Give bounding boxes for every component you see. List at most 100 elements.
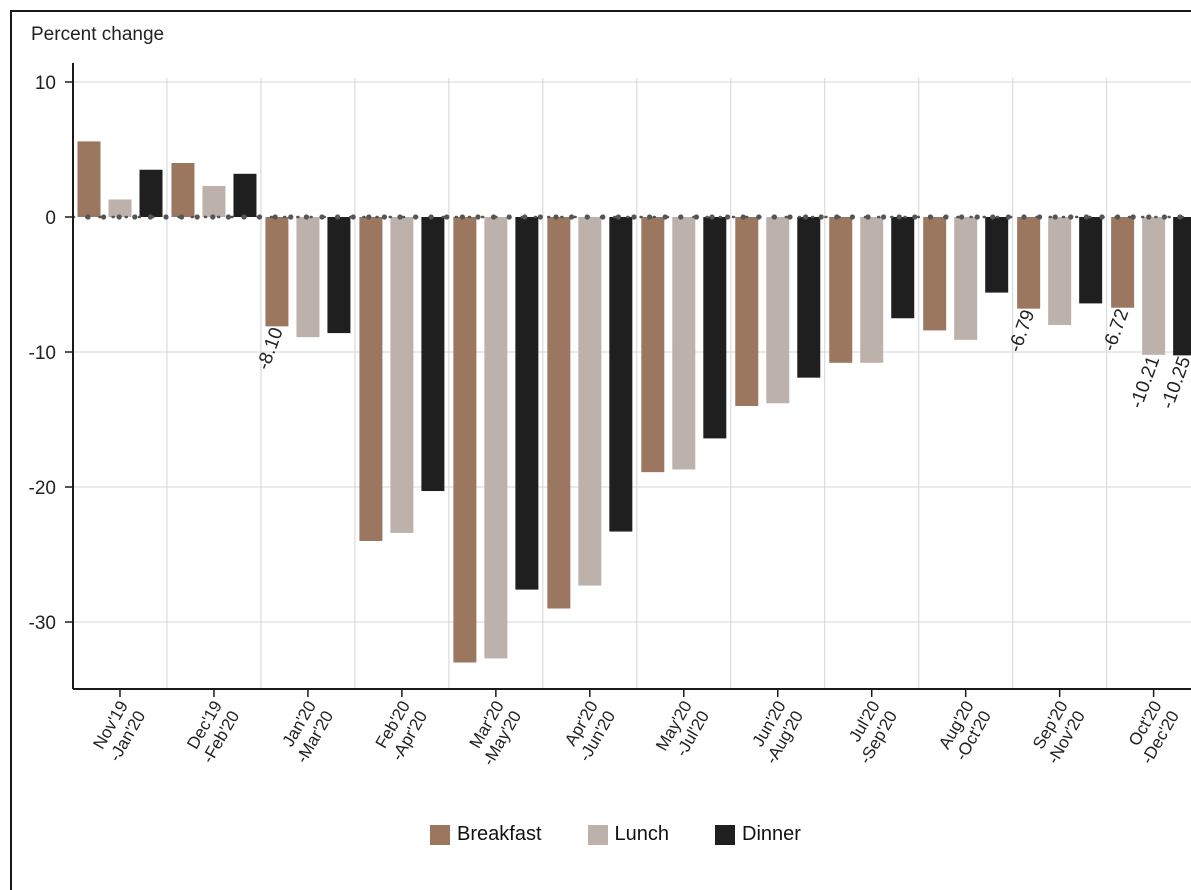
x-tick-label-group: Apr'20-Jun'20 bbox=[558, 698, 619, 765]
zero-line-dot bbox=[257, 214, 262, 219]
y-axis-title: Percent change bbox=[31, 24, 164, 45]
legend-item-dinner: Dinner bbox=[715, 823, 801, 846]
bar-breakfast-10 bbox=[1017, 217, 1040, 309]
zero-line-dot bbox=[631, 214, 636, 219]
bar-dinner-11 bbox=[1173, 217, 1191, 355]
bar-dinner-10 bbox=[1079, 217, 1102, 303]
zero-line-dot bbox=[897, 214, 902, 219]
zero-line-dot bbox=[803, 214, 808, 219]
bar-lunch-9 bbox=[954, 217, 977, 340]
zero-line-dot bbox=[600, 214, 605, 219]
zero-line-dot bbox=[132, 214, 137, 219]
zero-line-dot bbox=[834, 214, 839, 219]
zero-line-dot bbox=[366, 214, 371, 219]
bar-lunch-11 bbox=[1142, 217, 1165, 355]
zero-line-dot bbox=[1053, 214, 1058, 219]
legend-item-breakfast: Breakfast bbox=[430, 823, 541, 846]
zero-line-dot bbox=[1146, 214, 1151, 219]
data-label: -6.72 bbox=[1099, 306, 1134, 354]
bar-breakfast-3 bbox=[359, 217, 382, 541]
zero-line-dot bbox=[382, 214, 387, 219]
data-label: -8.10 bbox=[253, 325, 288, 373]
zero-line-dot bbox=[429, 214, 434, 219]
bar-dinner-4 bbox=[515, 217, 538, 590]
x-tick-label-group: Sep'20-Nov'20 bbox=[1026, 698, 1089, 768]
x-tick-label-group: Jul'20-Sep'20 bbox=[838, 698, 901, 768]
zero-line-dot bbox=[990, 214, 995, 219]
zero-line-dot bbox=[647, 214, 652, 219]
zero-line-dot bbox=[1068, 214, 1073, 219]
zero-line-dot bbox=[195, 214, 200, 219]
zero-line-dot bbox=[101, 214, 106, 219]
zero-line-dot bbox=[1099, 214, 1104, 219]
zero-line-dot bbox=[85, 214, 90, 219]
zero-line-dot bbox=[553, 214, 558, 219]
zero-line-dot bbox=[273, 214, 278, 219]
zero-line-dot bbox=[1037, 214, 1042, 219]
zero-line-dot bbox=[1177, 214, 1182, 219]
y-tick-label: -20 bbox=[29, 478, 56, 499]
zero-line-dot bbox=[819, 214, 824, 219]
bar-dinner-0 bbox=[140, 170, 163, 217]
zero-line-dot bbox=[226, 214, 231, 219]
legend-swatch-dinner bbox=[715, 825, 735, 845]
zero-line-dot bbox=[569, 214, 574, 219]
bar-lunch-10 bbox=[1048, 217, 1071, 325]
zero-line-dot bbox=[397, 214, 402, 219]
bar-dinner-8 bbox=[891, 217, 914, 318]
zero-line-dot bbox=[522, 214, 527, 219]
zero-line-dot bbox=[756, 214, 761, 219]
zero-line-dot bbox=[928, 214, 933, 219]
x-tick-label-group: Aug'20-Oct'20 bbox=[934, 698, 995, 764]
x-tick-label-group: Oct'20-Dec'20 bbox=[1120, 698, 1183, 768]
zero-line-dot bbox=[319, 214, 324, 219]
y-tick-label: -10 bbox=[29, 343, 56, 364]
y-tick-label: 0 bbox=[45, 208, 56, 229]
zero-line-dot bbox=[288, 214, 293, 219]
zero-line-dot bbox=[943, 214, 948, 219]
zero-line-dot bbox=[507, 214, 512, 219]
zero-line-dot bbox=[179, 214, 184, 219]
zero-line-dot bbox=[616, 214, 621, 219]
zero-line-dot bbox=[1162, 214, 1167, 219]
bar-lunch-7 bbox=[766, 217, 789, 403]
zero-line-dot bbox=[663, 214, 668, 219]
zero-line-dot bbox=[460, 214, 465, 219]
zero-line-dot bbox=[1084, 214, 1089, 219]
zero-line-dot bbox=[912, 214, 917, 219]
bar-dinner-9 bbox=[985, 217, 1008, 293]
bar-lunch-6 bbox=[672, 217, 695, 469]
zero-line-dot bbox=[772, 214, 777, 219]
zero-line-dot bbox=[959, 214, 964, 219]
zero-line-dot bbox=[865, 214, 870, 219]
zero-line-dot bbox=[335, 214, 340, 219]
zero-line-dot bbox=[1115, 214, 1120, 219]
bar-lunch-2 bbox=[296, 217, 319, 337]
zero-line-dot bbox=[1021, 214, 1026, 219]
zero-line-dot bbox=[787, 214, 792, 219]
bar-breakfast-0 bbox=[78, 141, 101, 217]
bar-lunch-0 bbox=[109, 199, 132, 217]
bar-chart: Percent change 100-10-20-30Nov'19-Jan'20… bbox=[0, 0, 1191, 869]
zero-line-dot bbox=[881, 214, 886, 219]
legend-label-breakfast: Breakfast bbox=[457, 823, 541, 846]
zero-line-dot bbox=[163, 214, 168, 219]
zero-line-dot bbox=[148, 214, 153, 219]
x-tick-label-group: Feb'20-Apr'20 bbox=[370, 698, 431, 765]
zero-line-dot bbox=[210, 214, 215, 219]
zero-line-dot bbox=[475, 214, 480, 219]
bar-breakfast-5 bbox=[547, 217, 570, 609]
bar-dinner-7 bbox=[797, 217, 820, 378]
zero-line-dot bbox=[585, 214, 590, 219]
x-tick-label-group: Mar'20-May'20 bbox=[461, 698, 525, 769]
data-label: -6.79 bbox=[1005, 307, 1040, 355]
zero-line-dot bbox=[1006, 214, 1011, 219]
bar-breakfast-8 bbox=[829, 217, 852, 363]
zero-line-dot bbox=[850, 214, 855, 219]
zero-line-dot bbox=[694, 214, 699, 219]
bar-lunch-5 bbox=[578, 217, 601, 586]
y-tick-label: 10 bbox=[35, 73, 56, 94]
zero-line-dot bbox=[538, 214, 543, 219]
zero-line-dot bbox=[1131, 214, 1136, 219]
zero-line-dot bbox=[678, 214, 683, 219]
